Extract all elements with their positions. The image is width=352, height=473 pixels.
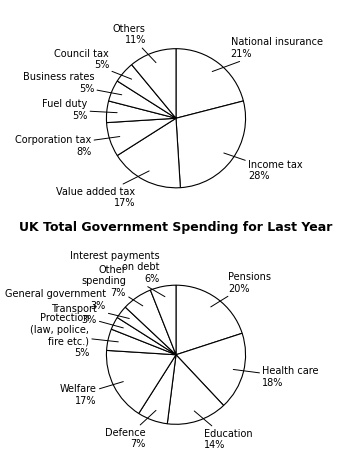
Wedge shape [106, 350, 176, 413]
Wedge shape [107, 118, 176, 156]
Text: Protection
(law, police,
fire etc.)
5%: Protection (law, police, fire etc.) 5% [30, 313, 118, 358]
Text: Value added tax
17%: Value added tax 17% [56, 171, 149, 209]
Text: Business rates
5%: Business rates 5% [23, 72, 122, 95]
Text: Defence
7%: Defence 7% [105, 411, 156, 449]
Text: Welfare
17%: Welfare 17% [60, 382, 123, 406]
Text: Other
spending
7%: Other spending 7% [81, 264, 143, 306]
Wedge shape [132, 49, 176, 118]
Wedge shape [176, 333, 246, 405]
Wedge shape [176, 285, 242, 355]
Text: Education
14%: Education 14% [194, 411, 252, 450]
Text: Health care
18%: Health care 18% [233, 366, 319, 388]
Wedge shape [106, 101, 176, 123]
Wedge shape [117, 307, 176, 355]
Text: Others
11%: Others 11% [113, 24, 156, 62]
Text: Transport
3%: Transport 3% [51, 304, 123, 328]
Wedge shape [117, 118, 180, 188]
Text: Pensions
20%: Pensions 20% [211, 272, 271, 307]
Text: Income tax
28%: Income tax 28% [224, 153, 303, 181]
Text: Fuel duty
5%: Fuel duty 5% [42, 99, 117, 121]
Title: UK Total Government Spending for Last Year: UK Total Government Spending for Last Ye… [19, 221, 333, 234]
Wedge shape [167, 355, 224, 424]
Wedge shape [125, 290, 176, 355]
Text: Council tax
5%: Council tax 5% [55, 49, 132, 79]
Text: Corporation tax
8%: Corporation tax 8% [15, 135, 120, 157]
Wedge shape [176, 101, 246, 188]
Wedge shape [176, 49, 243, 118]
Wedge shape [111, 317, 176, 355]
Text: General government
3%: General government 3% [5, 289, 129, 318]
Wedge shape [150, 285, 176, 355]
Wedge shape [139, 355, 176, 424]
Text: National insurance
21%: National insurance 21% [212, 37, 322, 71]
Wedge shape [117, 65, 176, 118]
Wedge shape [109, 81, 176, 118]
Text: Interest payments
on debt
6%: Interest payments on debt 6% [70, 251, 165, 297]
Wedge shape [107, 329, 176, 355]
